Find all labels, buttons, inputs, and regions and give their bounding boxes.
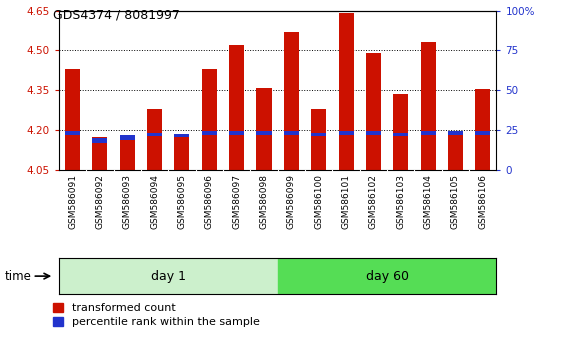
Bar bbox=[421, 42, 436, 170]
Bar bbox=[256, 88, 272, 170]
Bar bbox=[338, 131, 353, 135]
Bar bbox=[366, 131, 381, 135]
Bar bbox=[421, 131, 436, 135]
Legend: transformed count, percentile rank within the sample: transformed count, percentile rank withi… bbox=[53, 303, 260, 327]
Bar bbox=[311, 109, 327, 170]
Bar bbox=[174, 134, 190, 170]
Text: GSM586091: GSM586091 bbox=[68, 174, 77, 229]
Bar bbox=[284, 131, 299, 135]
Text: GSM586093: GSM586093 bbox=[123, 174, 132, 229]
Bar bbox=[93, 138, 108, 143]
Bar bbox=[119, 136, 135, 140]
Bar bbox=[59, 258, 278, 294]
Bar bbox=[448, 134, 463, 170]
Text: GSM586094: GSM586094 bbox=[150, 174, 159, 229]
Bar bbox=[311, 133, 327, 136]
Bar bbox=[147, 133, 162, 136]
Text: GDS4374 / 8081997: GDS4374 / 8081997 bbox=[53, 9, 180, 22]
Bar bbox=[278, 258, 496, 294]
Text: GSM586105: GSM586105 bbox=[451, 174, 460, 229]
Bar bbox=[256, 131, 272, 135]
Bar bbox=[202, 69, 217, 170]
Text: GSM586097: GSM586097 bbox=[232, 174, 241, 229]
Text: time: time bbox=[4, 270, 31, 282]
Bar bbox=[147, 109, 162, 170]
Bar bbox=[202, 131, 217, 135]
Bar bbox=[65, 69, 80, 170]
Text: GSM586104: GSM586104 bbox=[424, 174, 433, 229]
Bar bbox=[475, 89, 490, 170]
Bar bbox=[393, 133, 408, 136]
Bar bbox=[338, 13, 353, 170]
Bar bbox=[366, 53, 381, 170]
Text: GSM586106: GSM586106 bbox=[479, 174, 488, 229]
Bar bbox=[229, 45, 244, 170]
Text: day 60: day 60 bbox=[366, 270, 408, 282]
Bar bbox=[448, 131, 463, 135]
Bar bbox=[65, 131, 80, 135]
Text: GSM586099: GSM586099 bbox=[287, 174, 296, 229]
Bar bbox=[284, 32, 299, 170]
Text: GSM586092: GSM586092 bbox=[95, 174, 104, 229]
Text: GSM586101: GSM586101 bbox=[342, 174, 351, 229]
Bar bbox=[93, 137, 108, 170]
Bar bbox=[475, 131, 490, 135]
Text: GSM586095: GSM586095 bbox=[177, 174, 186, 229]
Bar bbox=[174, 134, 190, 137]
Text: GSM586103: GSM586103 bbox=[396, 174, 405, 229]
Bar bbox=[229, 131, 244, 135]
Text: GSM586102: GSM586102 bbox=[369, 174, 378, 229]
Text: day 1: day 1 bbox=[151, 270, 186, 282]
Text: GSM586096: GSM586096 bbox=[205, 174, 214, 229]
Bar bbox=[119, 138, 135, 170]
Text: GSM586098: GSM586098 bbox=[260, 174, 269, 229]
Bar bbox=[393, 94, 408, 170]
Text: GSM586100: GSM586100 bbox=[314, 174, 323, 229]
